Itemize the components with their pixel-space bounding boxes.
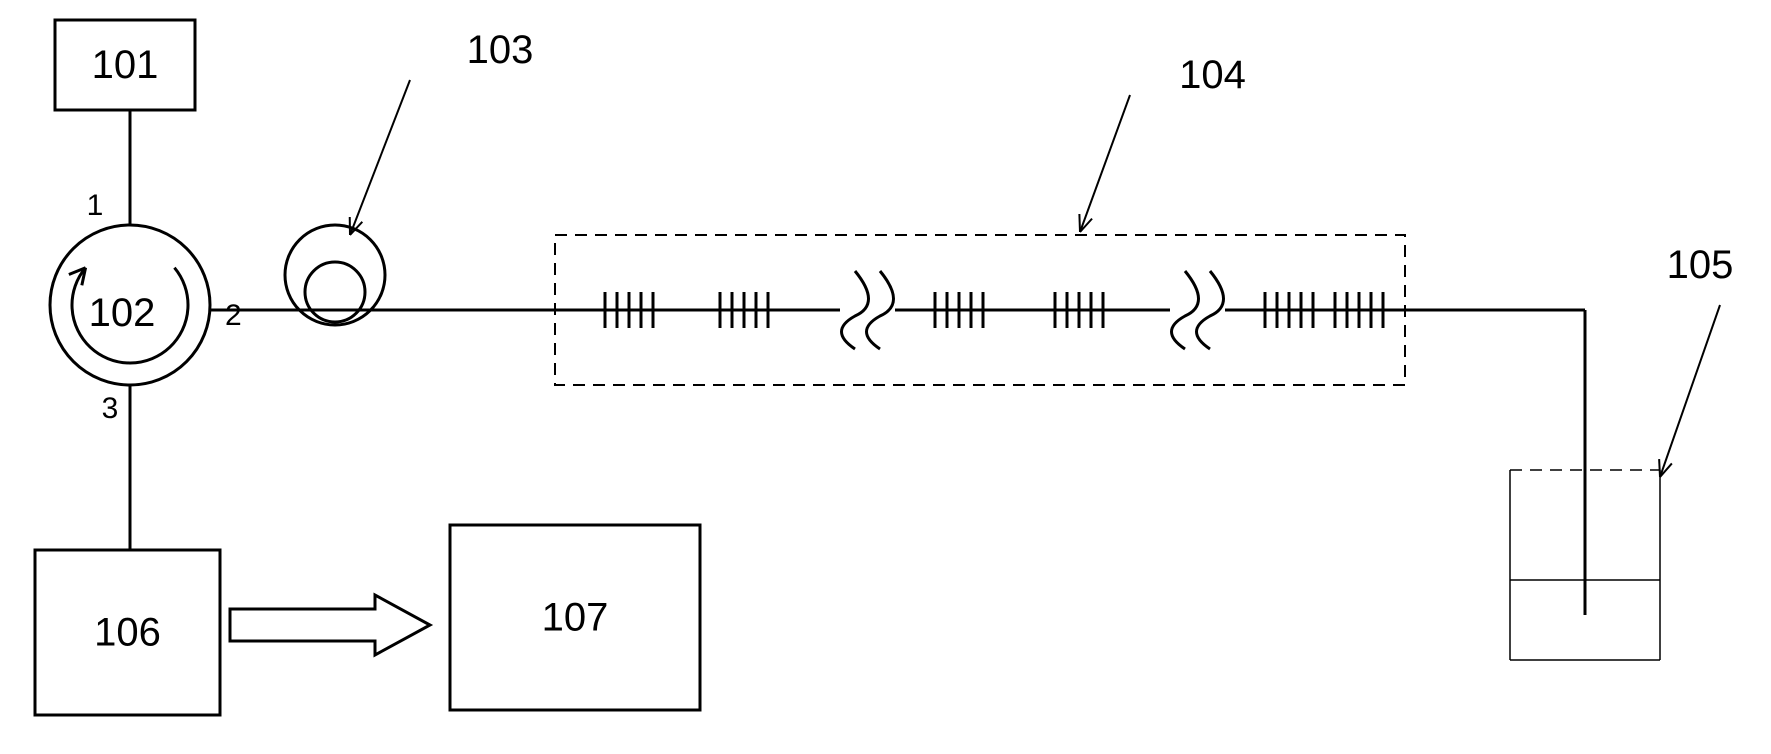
port-2-label: 2 bbox=[225, 299, 242, 332]
fbg-array-104: 104 bbox=[555, 53, 1405, 385]
block-106: 106 bbox=[35, 550, 220, 715]
port-3-label: 3 bbox=[102, 392, 119, 425]
label-102: 102 bbox=[89, 291, 156, 335]
polarization-controller-103: 103 bbox=[285, 28, 533, 325]
port-1-label: 1 bbox=[87, 189, 104, 222]
block-101: 101 bbox=[55, 20, 195, 110]
beaker-105: 105 bbox=[1510, 243, 1733, 660]
label-105: 105 bbox=[1667, 243, 1734, 287]
circulator-102: 102 1 2 3 bbox=[50, 189, 242, 425]
label-107: 107 bbox=[542, 596, 609, 640]
arrow-106-to-107 bbox=[230, 595, 430, 655]
main-fiber bbox=[210, 310, 1585, 615]
optical-system-diagram: 101 102 1 2 3 106 107 103 104 105 bbox=[0, 0, 1771, 754]
label-103: 103 bbox=[467, 28, 534, 72]
label-104: 104 bbox=[1179, 53, 1246, 97]
block-107: 107 bbox=[450, 525, 700, 710]
label-101: 101 bbox=[92, 43, 159, 87]
label-106: 106 bbox=[94, 611, 161, 655]
